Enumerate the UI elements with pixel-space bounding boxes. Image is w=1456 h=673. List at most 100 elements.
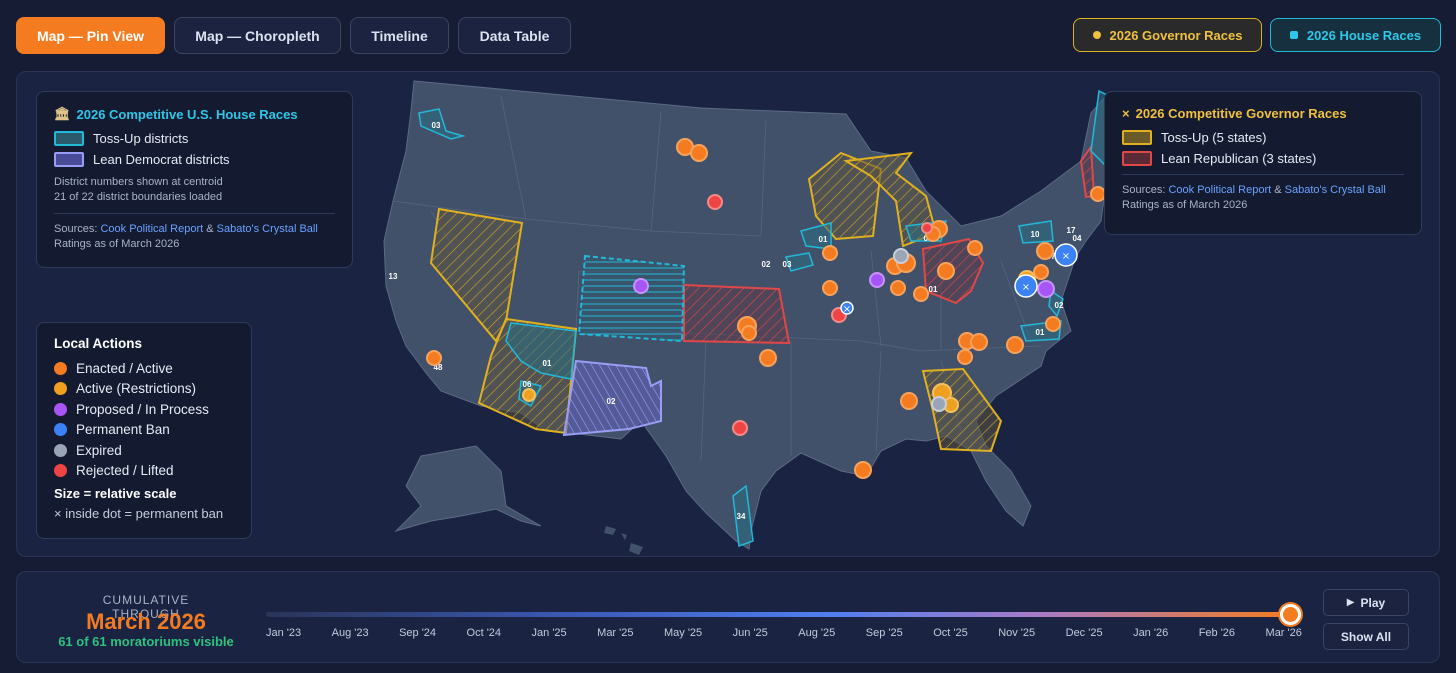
pin-enacted [822,280,838,296]
district-new-mexico [562,359,662,437]
map-panel[interactable]: 03 13 48 01 06 02 01 02 03 07 01 10 17 0… [16,71,1440,557]
actions-legend-title: Local Actions [54,336,143,351]
sabato-link[interactable]: Sabato's Crystal Ball [216,223,318,235]
permanent-ban-note: × inside dot = permanent ban [54,505,224,521]
pin-active-restrictions [522,388,536,402]
gov-toss-up-swatch [1122,129,1152,145]
timeline-slider-thumb[interactable] [1280,604,1301,625]
pin-proposed [869,272,885,288]
house-races-label: 2026 House Races [1306,27,1422,43]
district-label: 02 [762,260,771,269]
tick-label: Sep '25 [865,627,903,639]
toss-up-swatch [54,130,84,146]
pin-enacted [426,350,442,366]
tab-map-choropleth[interactable]: Map — Choropleth [174,17,341,54]
pin-enacted [937,262,955,280]
ban-x-icon: × [843,304,851,315]
legend-label: Active (Restrictions) [76,381,197,397]
district-label: 48 [434,363,443,372]
cook-link[interactable]: Cook Political Report [1168,184,1272,196]
pin-enacted [1036,242,1054,260]
tick-label: Jan '25 [531,627,567,639]
pin-enacted [1033,264,1049,280]
timeline-slider-track[interactable] [266,612,1292,617]
house-sources: Sources: Cook Political Report & Sabato'… [54,223,318,235]
action-pins[interactable]: × × × [426,138,1106,479]
district-label: 34 [737,512,746,521]
cook-link[interactable]: Cook Political Report [100,223,204,235]
legend-label: Toss-Up (5 states) [1161,129,1267,145]
legend-item-proposed: Proposed / In Process [54,401,234,417]
pin-enacted [957,349,973,365]
house-square-icon [1289,31,1298,39]
tab-timeline[interactable]: Timeline [350,17,449,54]
tick-label: Aug '25 [798,627,836,639]
tick-label: Jan '23 [266,627,302,639]
district-label: 10 [1031,230,1040,239]
local-actions-legend: Local Actions Enacted / Active Active (R… [36,322,252,539]
play-icon: ▶ [1346,597,1355,608]
ban-x-icon: × [1022,282,1030,293]
enacted-dot [54,361,67,375]
tick-label: Sep '24 [399,627,437,639]
tick-label: Aug '23 [331,627,369,639]
lean-dem-swatch [54,151,84,167]
tick-label: Dec '25 [1065,627,1103,639]
tab-map-pin-view[interactable]: Map — Pin View [16,17,165,54]
district-label: 13 [389,272,398,281]
pin-permanent-ban [1014,274,1038,298]
house-races-toggle[interactable]: 2026 House Races [1270,18,1441,52]
pin-enacted [1045,316,1061,332]
governor-races-toggle[interactable]: 2026 Governor Races [1073,18,1262,52]
district-label: 01 [543,359,552,368]
expired-dot [54,443,67,457]
lean-rep-swatch [1122,150,1152,166]
governor-wisconsin [807,151,883,241]
pin-enacted [890,280,906,296]
alaska [394,445,542,533]
district-label: 04 [1073,234,1082,243]
pin-enacted [759,349,777,367]
pin-enacted [690,144,708,162]
tick-label: May '25 [663,627,703,639]
house-note-1: District numbers shown at centroid [54,176,223,188]
divider [1122,174,1404,175]
tick-label: Oct '25 [933,627,968,639]
gov-legend-title: 2026 Competitive Governor Races [1135,106,1347,121]
legend-item-toss-up-states: Toss-Up (5 states) [1122,129,1404,145]
play-label: Play [1360,595,1386,610]
divider [54,213,335,214]
pin-permanent-ban [840,301,854,315]
pin-expired [931,396,947,412]
capitol-building-icon: 🏛 [54,106,71,121]
house-ratings: Ratings as of March 2026 [54,238,180,250]
legend-label: Rejected / Lifted [76,463,174,479]
pin-enacted [970,333,988,351]
show-all-label: Show All [1340,629,1392,644]
us-map[interactable]: 03 13 48 01 06 02 01 02 03 07 01 10 17 0… [17,72,1440,557]
legend-item-rejected: Rejected / Lifted [54,463,234,479]
tick-label: Feb '26 [1198,627,1236,639]
legend-label: Enacted / Active [76,360,173,376]
governor-races-legend: × 2026 Competitive Governor Races Toss-U… [1104,91,1422,235]
sabato-link[interactable]: Sabato's Crystal Ball [1284,184,1386,196]
play-button[interactable]: ▶ Play [1323,589,1409,616]
house-note-2: 21 of 22 district boundaries loaded [54,191,223,203]
legend-label: Proposed / In Process [76,401,209,417]
district-label: 01 [1036,328,1045,337]
tab-data-table[interactable]: Data Table [458,17,571,54]
tick-label: Mar '25 [597,627,634,639]
show-all-button[interactable]: Show All [1323,623,1409,650]
district-label: 03 [783,260,792,269]
pin-rejected [707,194,723,210]
legend-item-enacted: Enacted / Active [54,360,234,376]
pin-permanent-ban [1054,243,1078,267]
pin-enacted [1006,336,1024,354]
legend-label: Expired [76,442,122,458]
tick-label: Mar '26 [1265,627,1302,639]
size-scale-title: Size = relative scale [54,485,177,501]
legend-item-expired: Expired [54,442,234,458]
district-label: 01 [819,235,828,244]
district-label: 17 [1067,226,1076,235]
pin-enacted [741,325,757,341]
